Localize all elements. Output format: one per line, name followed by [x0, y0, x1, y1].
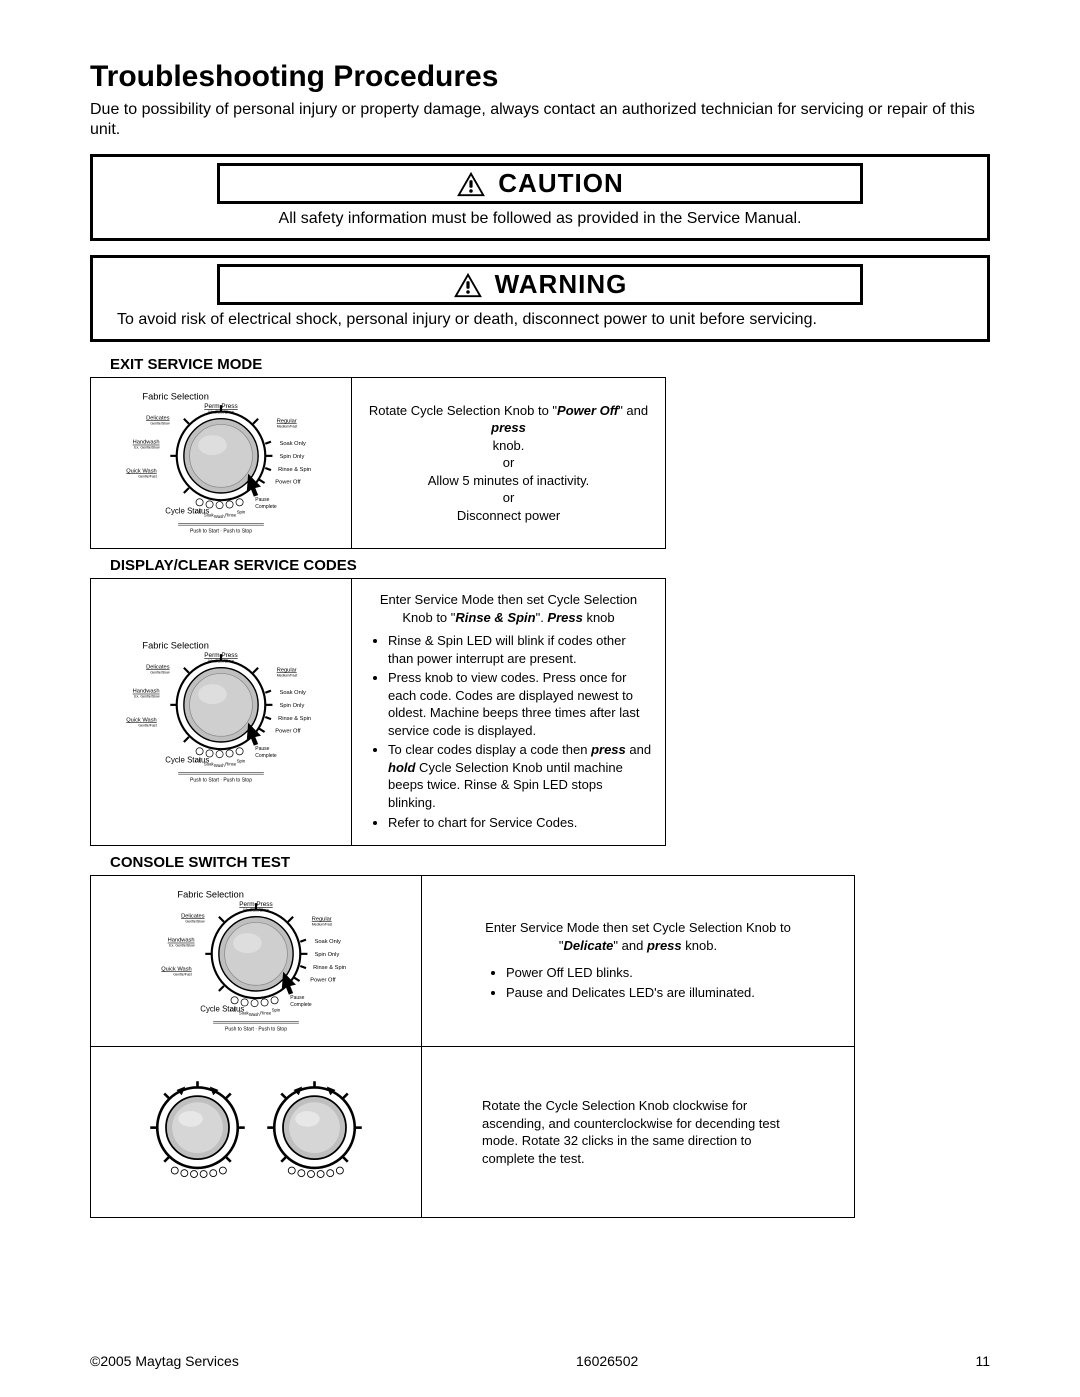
text: To clear codes display a code then — [388, 742, 591, 757]
bullet: To clear codes display a code then press… — [388, 741, 653, 811]
text-bold: Rinse & Spin — [455, 610, 535, 625]
intro-text: Due to possibility of personal injury or… — [90, 100, 990, 140]
text: or — [364, 454, 653, 472]
warning-triangle-icon — [453, 272, 483, 298]
section-heading-console: CONSOLE SWITCH TEST — [90, 854, 990, 871]
caution-box: CAUTION All safety information must be f… — [90, 154, 990, 241]
text: Disconnect power — [364, 507, 653, 525]
footer-left: ©2005 Maytag Services — [90, 1353, 239, 1369]
text: ". — [536, 610, 548, 625]
text-bold: Delicate — [564, 938, 614, 953]
small-knob-icon — [145, 1057, 250, 1207]
footer-right: 11 — [975, 1353, 990, 1369]
text: or — [364, 489, 653, 507]
text: Allow 5 minutes of inactivity. — [364, 472, 653, 490]
knob-diagram — [91, 378, 351, 548]
text-bold: Power Off — [557, 403, 618, 418]
text: " and — [613, 938, 647, 953]
exit-service-table: Rotate Cycle Selection Knob to "Power Of… — [90, 377, 666, 549]
warning-box: WARNING To avoid risk of electrical shoc… — [90, 255, 990, 342]
console-row1-text: Enter Service Mode then set Cycle Select… — [421, 876, 854, 1046]
caution-label: CAUTION — [498, 168, 623, 199]
page-title: Troubleshooting Procedures — [90, 60, 990, 94]
warning-banner: WARNING — [217, 264, 864, 305]
fabric-selection-knob-icon — [126, 886, 386, 1036]
warning-label: WARNING — [495, 269, 628, 300]
page: Troubleshooting Procedures Due to possib… — [0, 0, 1080, 1397]
footer-center: 16026502 — [576, 1353, 638, 1369]
knob-diagram — [91, 876, 421, 1046]
bullet: Press knob to view codes. Press once for… — [388, 669, 653, 739]
caution-text: All safety information must be followed … — [103, 210, 977, 228]
page-footer: ©2005 Maytag Services 16026502 11 — [90, 1353, 990, 1369]
section-heading-codes: DISPLAY/CLEAR SERVICE CODES — [90, 557, 990, 574]
text-bold: press — [491, 420, 526, 435]
text-bold: press — [591, 742, 626, 757]
exit-instructions: Rotate Cycle Selection Knob to "Power Of… — [351, 378, 665, 548]
warning-triangle-icon — [456, 171, 486, 197]
knob-diagram — [91, 579, 351, 845]
bullet: Refer to chart for Service Codes. — [388, 814, 653, 832]
section-heading-exit: EXIT SERVICE MODE — [90, 356, 990, 373]
bullet: Rinse & Spin LED will blink if codes oth… — [388, 632, 653, 667]
small-knob-icon — [262, 1057, 367, 1207]
text-bold: press — [647, 938, 682, 953]
text: knob. — [364, 437, 653, 455]
dual-knob-diagram — [91, 1047, 421, 1217]
bullet: Pause and Delicates LED's are illuminate… — [506, 984, 794, 1002]
text-bold: Press — [547, 610, 582, 625]
text: Rotate Cycle Selection Knob to " — [369, 403, 557, 418]
fabric-selection-knob-icon — [106, 388, 336, 538]
console-row2-text: Rotate the Cycle Selection Knob clockwis… — [421, 1047, 854, 1217]
text: knob. — [682, 938, 717, 953]
warning-text: To avoid risk of electrical shock, perso… — [103, 311, 977, 329]
bullet: Power Off LED blinks. — [506, 964, 794, 982]
text-bold: hold — [388, 760, 415, 775]
fabric-selection-knob-icon — [106, 637, 336, 787]
text: and — [626, 742, 651, 757]
caution-banner: CAUTION — [217, 163, 864, 204]
text: Cycle Selection Knob until machine beeps… — [388, 760, 623, 810]
text: Rotate the Cycle Selection Knob clockwis… — [482, 1097, 794, 1167]
text: " and — [618, 403, 648, 418]
service-codes-table: Enter Service Mode then set Cycle Select… — [90, 578, 666, 846]
text: knob — [583, 610, 615, 625]
codes-instructions: Enter Service Mode then set Cycle Select… — [351, 579, 665, 845]
console-test-table: Enter Service Mode then set Cycle Select… — [90, 875, 855, 1218]
